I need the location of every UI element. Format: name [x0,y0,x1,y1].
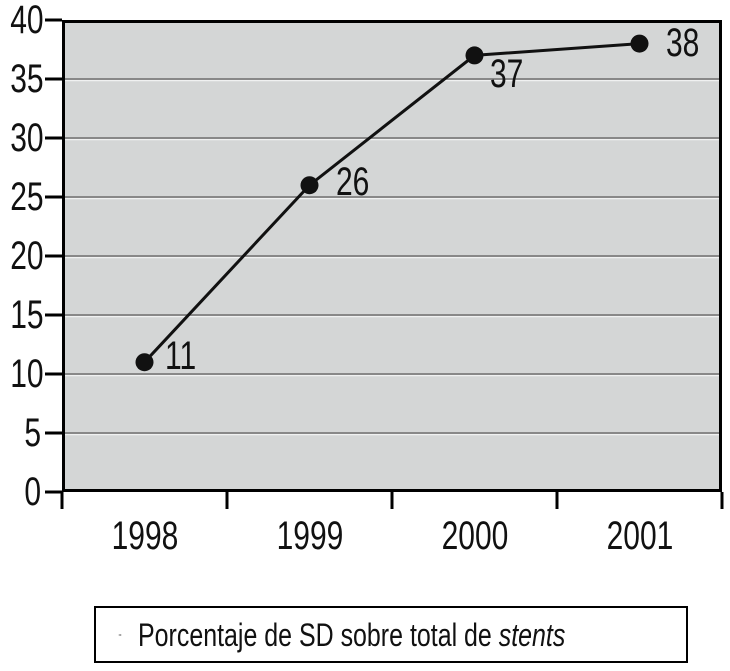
legend-series-marker-icon [118,633,123,636]
y-tick-label: 35 [10,57,44,101]
y-tick-label: 30 [10,116,44,160]
y-tick-label: 5 [24,411,41,455]
y-tick-label: 15 [10,293,44,337]
y-tick-label: 10 [10,352,44,396]
legend-label: Porcentaje de SD sobre total de stents [138,619,565,651]
data-point-label: 26 [335,160,369,205]
data-point-marker [135,353,154,372]
y-tick-label: 40 [10,0,44,42]
data-point-marker [630,34,649,53]
data-point-marker [465,46,484,65]
x-tick-label: 2000 [441,514,508,558]
data-point-label: 11 [164,334,196,379]
data-point-marker [300,176,319,195]
legend-label-italic-text: stents [498,616,566,653]
y-tick-label: 0 [24,470,41,514]
y-tick-label: 20 [10,234,44,278]
legend: Porcentaje de SD sobre total de stents [94,606,688,663]
legend-label-text: Porcentaje de SD sobre total de [138,616,499,653]
data-point-label: 37 [489,52,523,97]
x-tick-label: 1999 [276,514,343,558]
y-tick-label: 25 [10,175,44,219]
series-line [143,42,640,364]
x-tick-label: 2001 [606,514,673,558]
x-tick-label: 1998 [111,514,178,558]
data-point-label: 38 [665,20,699,65]
